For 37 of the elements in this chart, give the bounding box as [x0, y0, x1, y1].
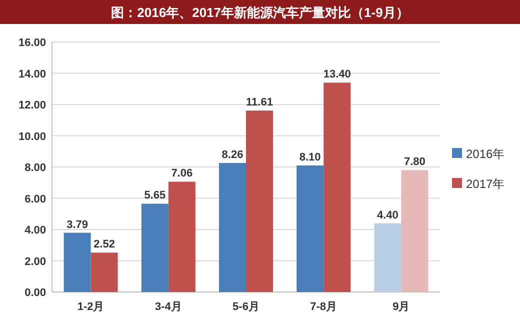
data-label: 2.52 — [94, 238, 116, 251]
data-label: 4.40 — [376, 209, 398, 222]
bar — [141, 204, 168, 292]
bar — [374, 223, 402, 292]
data-label: 8.10 — [299, 151, 321, 164]
data-label: 8.26 — [222, 148, 244, 161]
bar — [64, 232, 91, 292]
legend-label: 2016年 — [466, 147, 505, 161]
x-tick-label: 5-6月 — [232, 301, 260, 313]
data-label: 7.80 — [404, 156, 426, 168]
data-label: 7.06 — [171, 168, 193, 180]
data-label: 5.65 — [144, 190, 166, 202]
x-tick-label: 3-4月 — [154, 301, 182, 313]
y-tick-label: 4.00 — [24, 224, 46, 236]
bar — [90, 252, 118, 292]
bar — [296, 165, 324, 292]
x-tick-label: 7-8月 — [310, 301, 338, 313]
bar — [219, 162, 246, 292]
bar — [246, 110, 273, 292]
data-label: 3.79 — [66, 218, 88, 231]
y-tick-label: 14.00 — [18, 68, 46, 80]
chart-title: 图：2016年、2017年新能源汽车产量对比（1-9月） — [111, 5, 409, 20]
legend-label: 2017年 — [466, 177, 505, 191]
bar — [324, 82, 351, 292]
y-tick-label: 10.00 — [18, 130, 46, 143]
y-tick-label: 2.00 — [24, 256, 46, 268]
y-tick-label: 12.00 — [18, 100, 46, 112]
x-tick-label: 1-2月 — [77, 301, 104, 313]
bar — [168, 182, 196, 292]
y-tick-label: 6.00 — [24, 193, 46, 206]
data-label: 11.61 — [246, 96, 273, 109]
y-tick-label: 8.00 — [24, 162, 46, 174]
data-label: 13.40 — [323, 68, 351, 81]
x-tick-label: 9月 — [392, 301, 410, 313]
bar — [401, 170, 428, 292]
y-tick-label: 16.00 — [18, 37, 46, 49]
y-tick-label: 0.00 — [24, 287, 46, 299]
